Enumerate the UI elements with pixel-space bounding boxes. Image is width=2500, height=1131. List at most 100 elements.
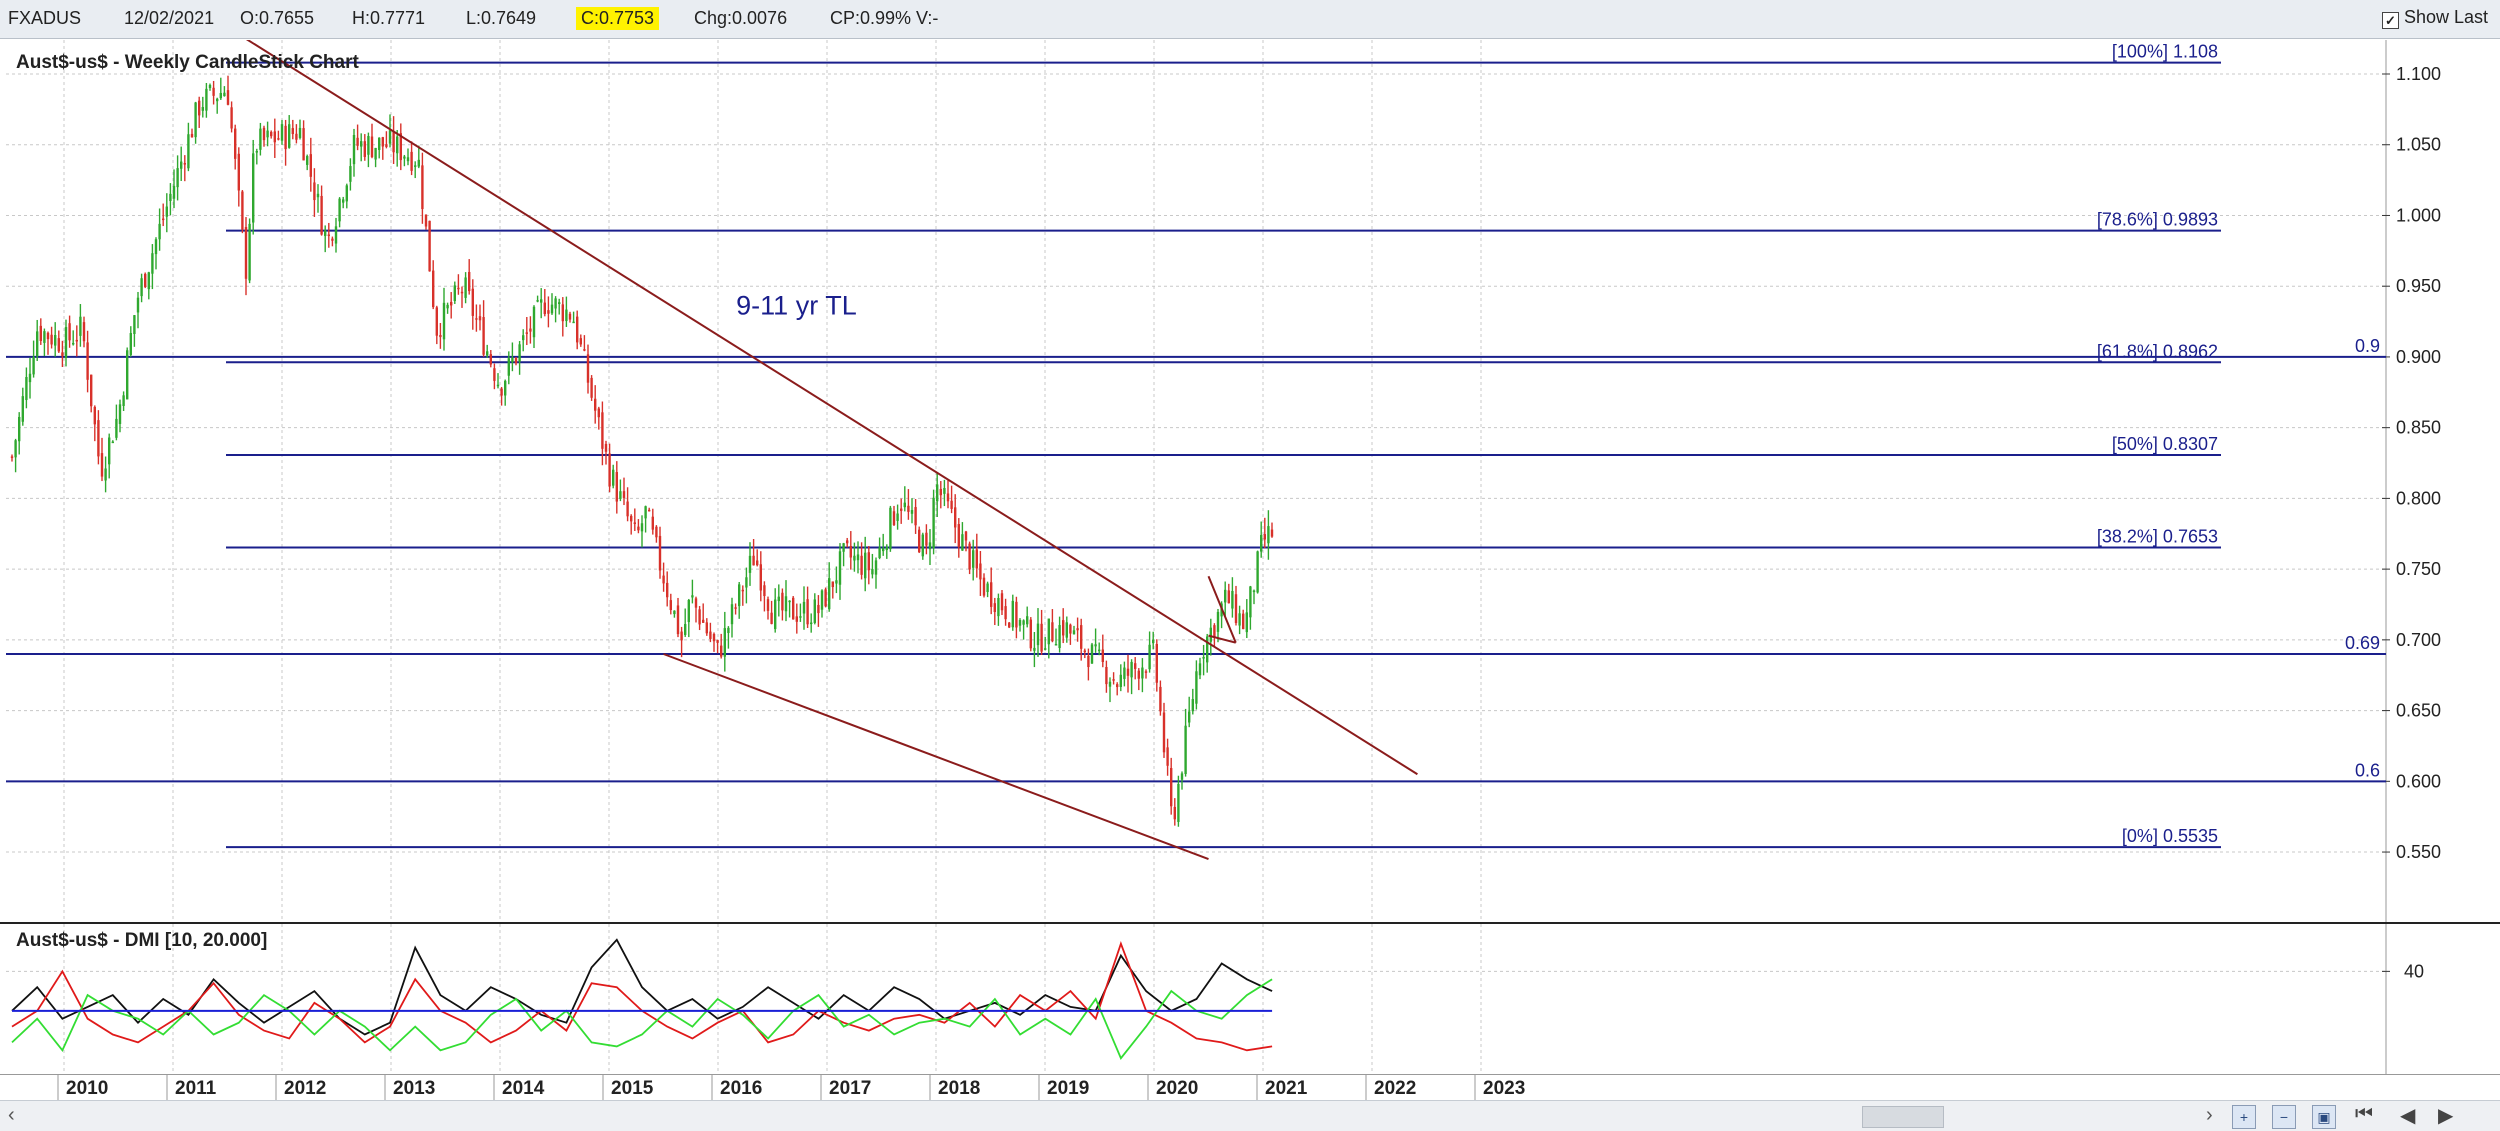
- candle-body: [666, 582, 669, 598]
- candle-body: [655, 526, 658, 538]
- candle-body: [1062, 620, 1065, 636]
- candle-body: [1159, 686, 1162, 712]
- candle-body: [763, 585, 766, 597]
- candle-body: [500, 388, 503, 396]
- candle-body: [428, 220, 431, 272]
- candle-body: [421, 165, 424, 210]
- candle-body: [302, 128, 305, 161]
- panel-divider[interactable]: [0, 922, 2500, 924]
- candle-body: [910, 510, 914, 514]
- scroll-left-icon[interactable]: ‹: [8, 1104, 15, 1126]
- candle-body: [579, 338, 582, 345]
- candle-body: [1249, 586, 1252, 618]
- candle-body: [388, 130, 392, 144]
- candle-body: [1126, 668, 1130, 676]
- candle-body: [784, 596, 788, 612]
- x-tick-label: 2022: [1374, 1078, 1416, 1099]
- first-page-icon[interactable]: ⏮: [2355, 1103, 2373, 1125]
- fit-icon[interactable]: ▣: [2312, 1105, 2336, 1129]
- candle-body: [583, 349, 586, 351]
- scroll-thumb[interactable]: [1862, 1106, 1944, 1128]
- candle-body: [212, 87, 215, 96]
- candle-body: [867, 552, 870, 571]
- y-tick-label: 1.050: [2396, 135, 2441, 155]
- scroll-right-icon[interactable]: ›: [2206, 1104, 2213, 1126]
- candle-body: [777, 596, 780, 602]
- candle-body: [223, 92, 226, 97]
- candle-body: [1004, 606, 1007, 620]
- dmi-chart[interactable]: 40: [6, 924, 2500, 1074]
- candle-body: [363, 141, 366, 157]
- candle-body: [158, 223, 161, 240]
- candle-body: [1267, 526, 1270, 544]
- candle-body: [478, 316, 482, 321]
- candle-body: [1245, 612, 1248, 633]
- candle-body: [1202, 656, 1205, 659]
- show-last-label: Show Last: [2403, 7, 2488, 27]
- candle-body: [727, 627, 730, 634]
- candlestick-chart[interactable]: 0.550 0.600 0.650 0.700 0.750 0.800 0.850 0.900…: [6, 37, 2500, 922]
- candle-body: [554, 298, 557, 309]
- candle-body: [381, 137, 384, 147]
- candle-body: [284, 125, 287, 150]
- candle-body: [734, 607, 737, 609]
- prev-page-icon[interactable]: ◀: [2400, 1105, 2416, 1127]
- candle-body: [406, 157, 410, 162]
- candle-body: [889, 507, 892, 550]
- x-tick-label: 2014: [502, 1078, 545, 1099]
- candle-body: [198, 100, 201, 116]
- candle-body: [939, 488, 942, 496]
- candle-body: [262, 127, 266, 141]
- y-tick-label: 1.000: [2396, 205, 2441, 225]
- candle-body: [680, 631, 683, 641]
- candlestick-panel[interactable]: 0.550 0.600 0.650 0.700 0.750 0.800 0.850 0.900…: [6, 37, 2500, 922]
- candle-body: [417, 159, 420, 167]
- candle-body: [1000, 593, 1004, 611]
- chart-scrollbar[interactable]: ‹ › + − ▣ ⏮ ◀ ▶: [0, 1100, 2500, 1131]
- candle-body: [568, 313, 572, 320]
- candle-body: [79, 316, 82, 336]
- candle-body: [795, 616, 798, 622]
- candle-body: [957, 524, 960, 547]
- level-label: 0.6: [2355, 760, 2380, 780]
- candle-body: [622, 491, 626, 498]
- candle-body: [1116, 684, 1119, 688]
- candle-body: [471, 288, 474, 316]
- candle-body: [518, 344, 521, 362]
- candle-body: [1098, 649, 1101, 652]
- candle-body: [288, 124, 291, 148]
- candle-body: [604, 443, 608, 452]
- candle-body: [1029, 619, 1032, 649]
- dmi-panel[interactable]: 40 Aust$-us$ - DMI [10, 20.000]: [6, 924, 2500, 1074]
- candle-body: [828, 578, 831, 610]
- candle-body: [1047, 618, 1050, 645]
- candle-body: [1195, 671, 1198, 704]
- candle-body: [82, 322, 86, 342]
- candle-body: [1080, 625, 1083, 649]
- candle-body: [522, 335, 525, 341]
- candle-body: [1033, 647, 1036, 651]
- candle-body: [849, 545, 852, 558]
- candle-body: [1242, 613, 1245, 630]
- candle-body: [410, 151, 413, 171]
- zoom-in-icon[interactable]: +: [2232, 1105, 2256, 1129]
- zoom-out-icon[interactable]: −: [2272, 1105, 2296, 1129]
- candle-body: [1144, 671, 1148, 673]
- candle-body: [493, 368, 496, 381]
- candle-body: [907, 505, 910, 512]
- show-last-checkbox[interactable]: ✓ Show Last: [2381, 7, 2488, 29]
- candle-body: [50, 334, 53, 345]
- candle-body: [637, 526, 640, 531]
- candle-body: [464, 277, 467, 298]
- next-page-icon[interactable]: ▶: [2438, 1105, 2454, 1127]
- candle-body: [741, 589, 744, 592]
- candle-body: [1119, 674, 1122, 688]
- candle-body: [684, 624, 687, 635]
- candle-body: [1065, 622, 1068, 638]
- candle-body: [1101, 649, 1104, 662]
- candle-body: [1180, 773, 1184, 780]
- candle-body: [709, 631, 712, 639]
- candle-body: [968, 543, 971, 570]
- candle-body: [1022, 620, 1025, 625]
- candle-body: [698, 609, 701, 625]
